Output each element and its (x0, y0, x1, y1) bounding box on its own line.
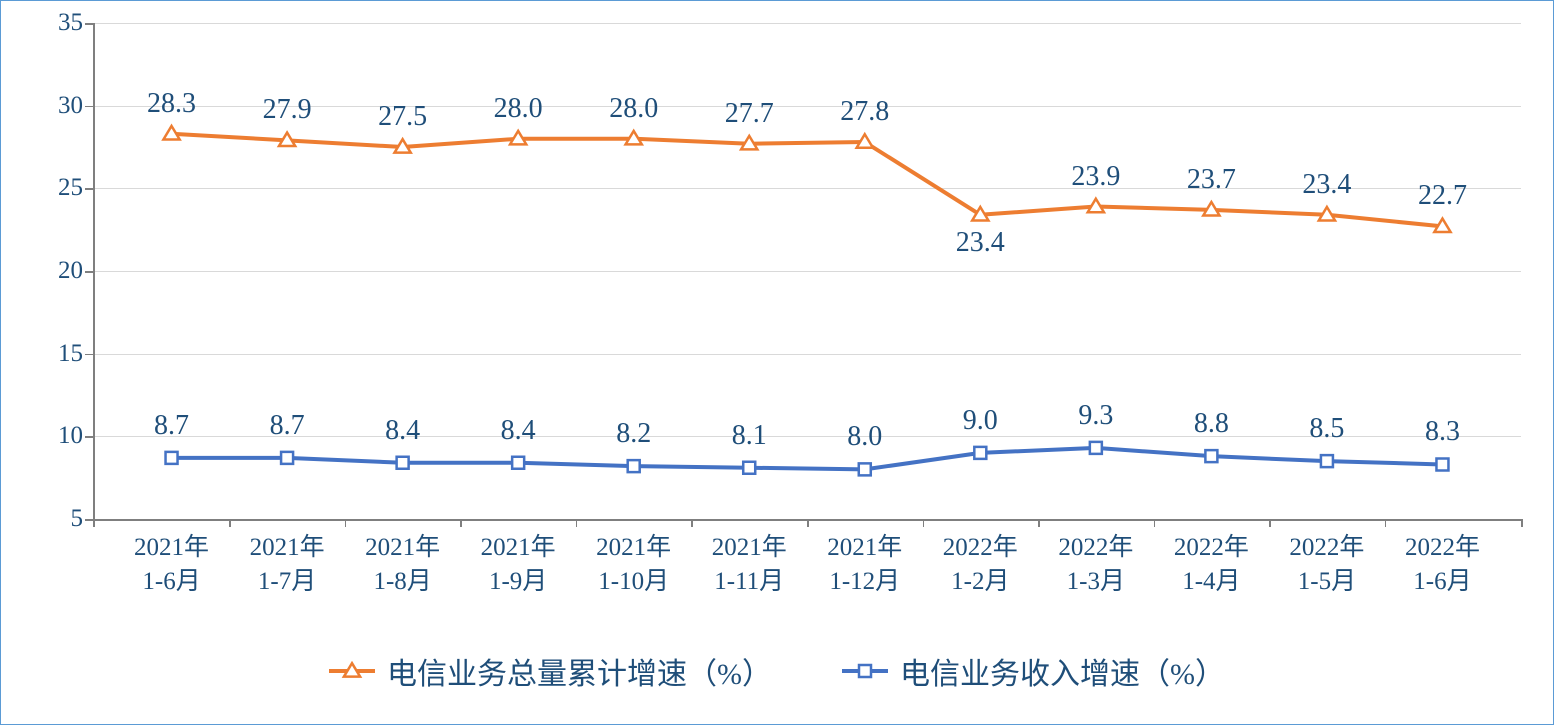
legend-swatch-total_volume_growth (329, 661, 375, 681)
x-tick-mark (1269, 519, 1271, 527)
x-tick-mark (1521, 519, 1523, 527)
x-tick-label: 2021年 1-11月 (712, 519, 787, 599)
x-tick-label: 2021年 1-12月 (827, 519, 902, 599)
x-tick-label: 2021年 1-10月 (596, 519, 671, 599)
x-tick-mark (576, 519, 578, 527)
series-marker-revenue_growth (397, 457, 409, 469)
data-label-total_volume_growth: 22.7 (1418, 180, 1467, 212)
series-marker-revenue_growth (1436, 458, 1448, 470)
x-tick-mark (691, 519, 693, 527)
series-marker-revenue_growth (1205, 450, 1217, 462)
x-tick-label: 2021年 1-6月 (134, 519, 209, 599)
data-label-total_volume_growth: 27.8 (840, 96, 889, 128)
data-label-total_volume_growth: 23.9 (1071, 161, 1120, 193)
x-tick-mark (923, 519, 925, 527)
data-label-total_volume_growth: 28.0 (609, 93, 658, 125)
legend-label: 电信业务收入增速（%） (900, 649, 1225, 693)
legend: 电信业务总量累计增速（%） 电信业务收入增速（%） (1, 649, 1553, 693)
series-marker-revenue_growth (512, 457, 524, 469)
data-label-revenue_growth: 8.4 (385, 415, 420, 447)
x-tick-label: 2022年 1-5月 (1289, 519, 1364, 599)
x-tick-mark (1385, 519, 1387, 527)
data-label-total_volume_growth: 23.4 (956, 227, 1005, 259)
x-tick-label: 2022年 1-4月 (1174, 519, 1249, 599)
x-tick-mark (93, 519, 95, 527)
chart-container: 51015202530352021年 1-6月2021年 1-7月2021年 1… (0, 0, 1554, 725)
x-tick-label: 2022年 1-3月 (1058, 519, 1133, 599)
y-tick-mark (85, 188, 93, 190)
series-marker-revenue_growth (859, 463, 871, 475)
data-label-revenue_growth: 8.2 (616, 418, 651, 450)
legend-label: 电信业务总量累计增速（%） (387, 649, 772, 693)
x-tick-label: 2021年 1-8月 (365, 519, 440, 599)
y-tick-mark (85, 271, 93, 273)
legend-marker-icon (329, 661, 375, 681)
x-tick-mark (1154, 519, 1156, 527)
y-tick-mark (85, 519, 93, 521)
data-label-revenue_growth: 8.8 (1194, 408, 1229, 440)
data-label-total_volume_growth: 28.0 (494, 93, 543, 125)
data-label-total_volume_growth: 23.7 (1187, 164, 1236, 196)
x-tick-mark (807, 519, 809, 527)
y-tick-mark (85, 106, 93, 108)
data-label-revenue_growth: 9.0 (963, 405, 998, 437)
y-tick-mark (85, 354, 93, 356)
series-marker-revenue_growth (281, 452, 293, 464)
data-label-total_volume_growth: 27.7 (725, 98, 774, 130)
legend-item-revenue_growth: 电信业务收入增速（%） (842, 649, 1225, 693)
series-marker-revenue_growth (1090, 442, 1102, 454)
series-marker-revenue_growth (1321, 455, 1333, 467)
data-label-revenue_growth: 8.0 (847, 421, 882, 453)
series-marker-revenue_growth (166, 452, 178, 464)
x-tick-label: 2021年 1-7月 (250, 519, 325, 599)
plot-area: 51015202530352021年 1-6月2021年 1-7月2021年 1… (93, 23, 1521, 519)
data-label-revenue_growth: 8.7 (154, 410, 189, 442)
data-label-revenue_growth: 8.3 (1425, 416, 1460, 448)
y-tick-mark (85, 436, 93, 438)
y-tick-mark (85, 23, 93, 25)
x-tick-mark (229, 519, 231, 527)
series-marker-revenue_growth (743, 462, 755, 474)
series-marker-revenue_growth (628, 460, 640, 472)
data-label-revenue_growth: 8.1 (732, 420, 767, 452)
legend-marker-icon (842, 661, 888, 681)
series-line-total_volume_growth (172, 134, 1443, 227)
x-tick-label: 2022年 1-6月 (1405, 519, 1480, 599)
data-label-revenue_growth: 9.3 (1078, 400, 1113, 432)
legend-swatch-revenue_growth (842, 661, 888, 681)
data-label-total_volume_growth: 27.9 (263, 94, 312, 126)
legend-item-total_volume_growth: 电信业务总量累计增速（%） (329, 649, 772, 693)
x-tick-label: 2021年 1-9月 (481, 519, 556, 599)
series-line-revenue_growth (172, 448, 1443, 469)
data-label-revenue_growth: 8.4 (501, 415, 536, 447)
data-label-total_volume_growth: 27.5 (378, 101, 427, 133)
data-label-total_volume_growth: 28.3 (147, 88, 196, 120)
data-label-revenue_growth: 8.7 (270, 410, 305, 442)
x-tick-mark (345, 519, 347, 527)
x-tick-mark (460, 519, 462, 527)
x-tick-mark (1038, 519, 1040, 527)
series-marker-revenue_growth (974, 447, 986, 459)
x-tick-label: 2022年 1-2月 (943, 519, 1018, 599)
data-label-total_volume_growth: 23.4 (1302, 169, 1351, 201)
data-label-revenue_growth: 8.5 (1309, 413, 1344, 445)
